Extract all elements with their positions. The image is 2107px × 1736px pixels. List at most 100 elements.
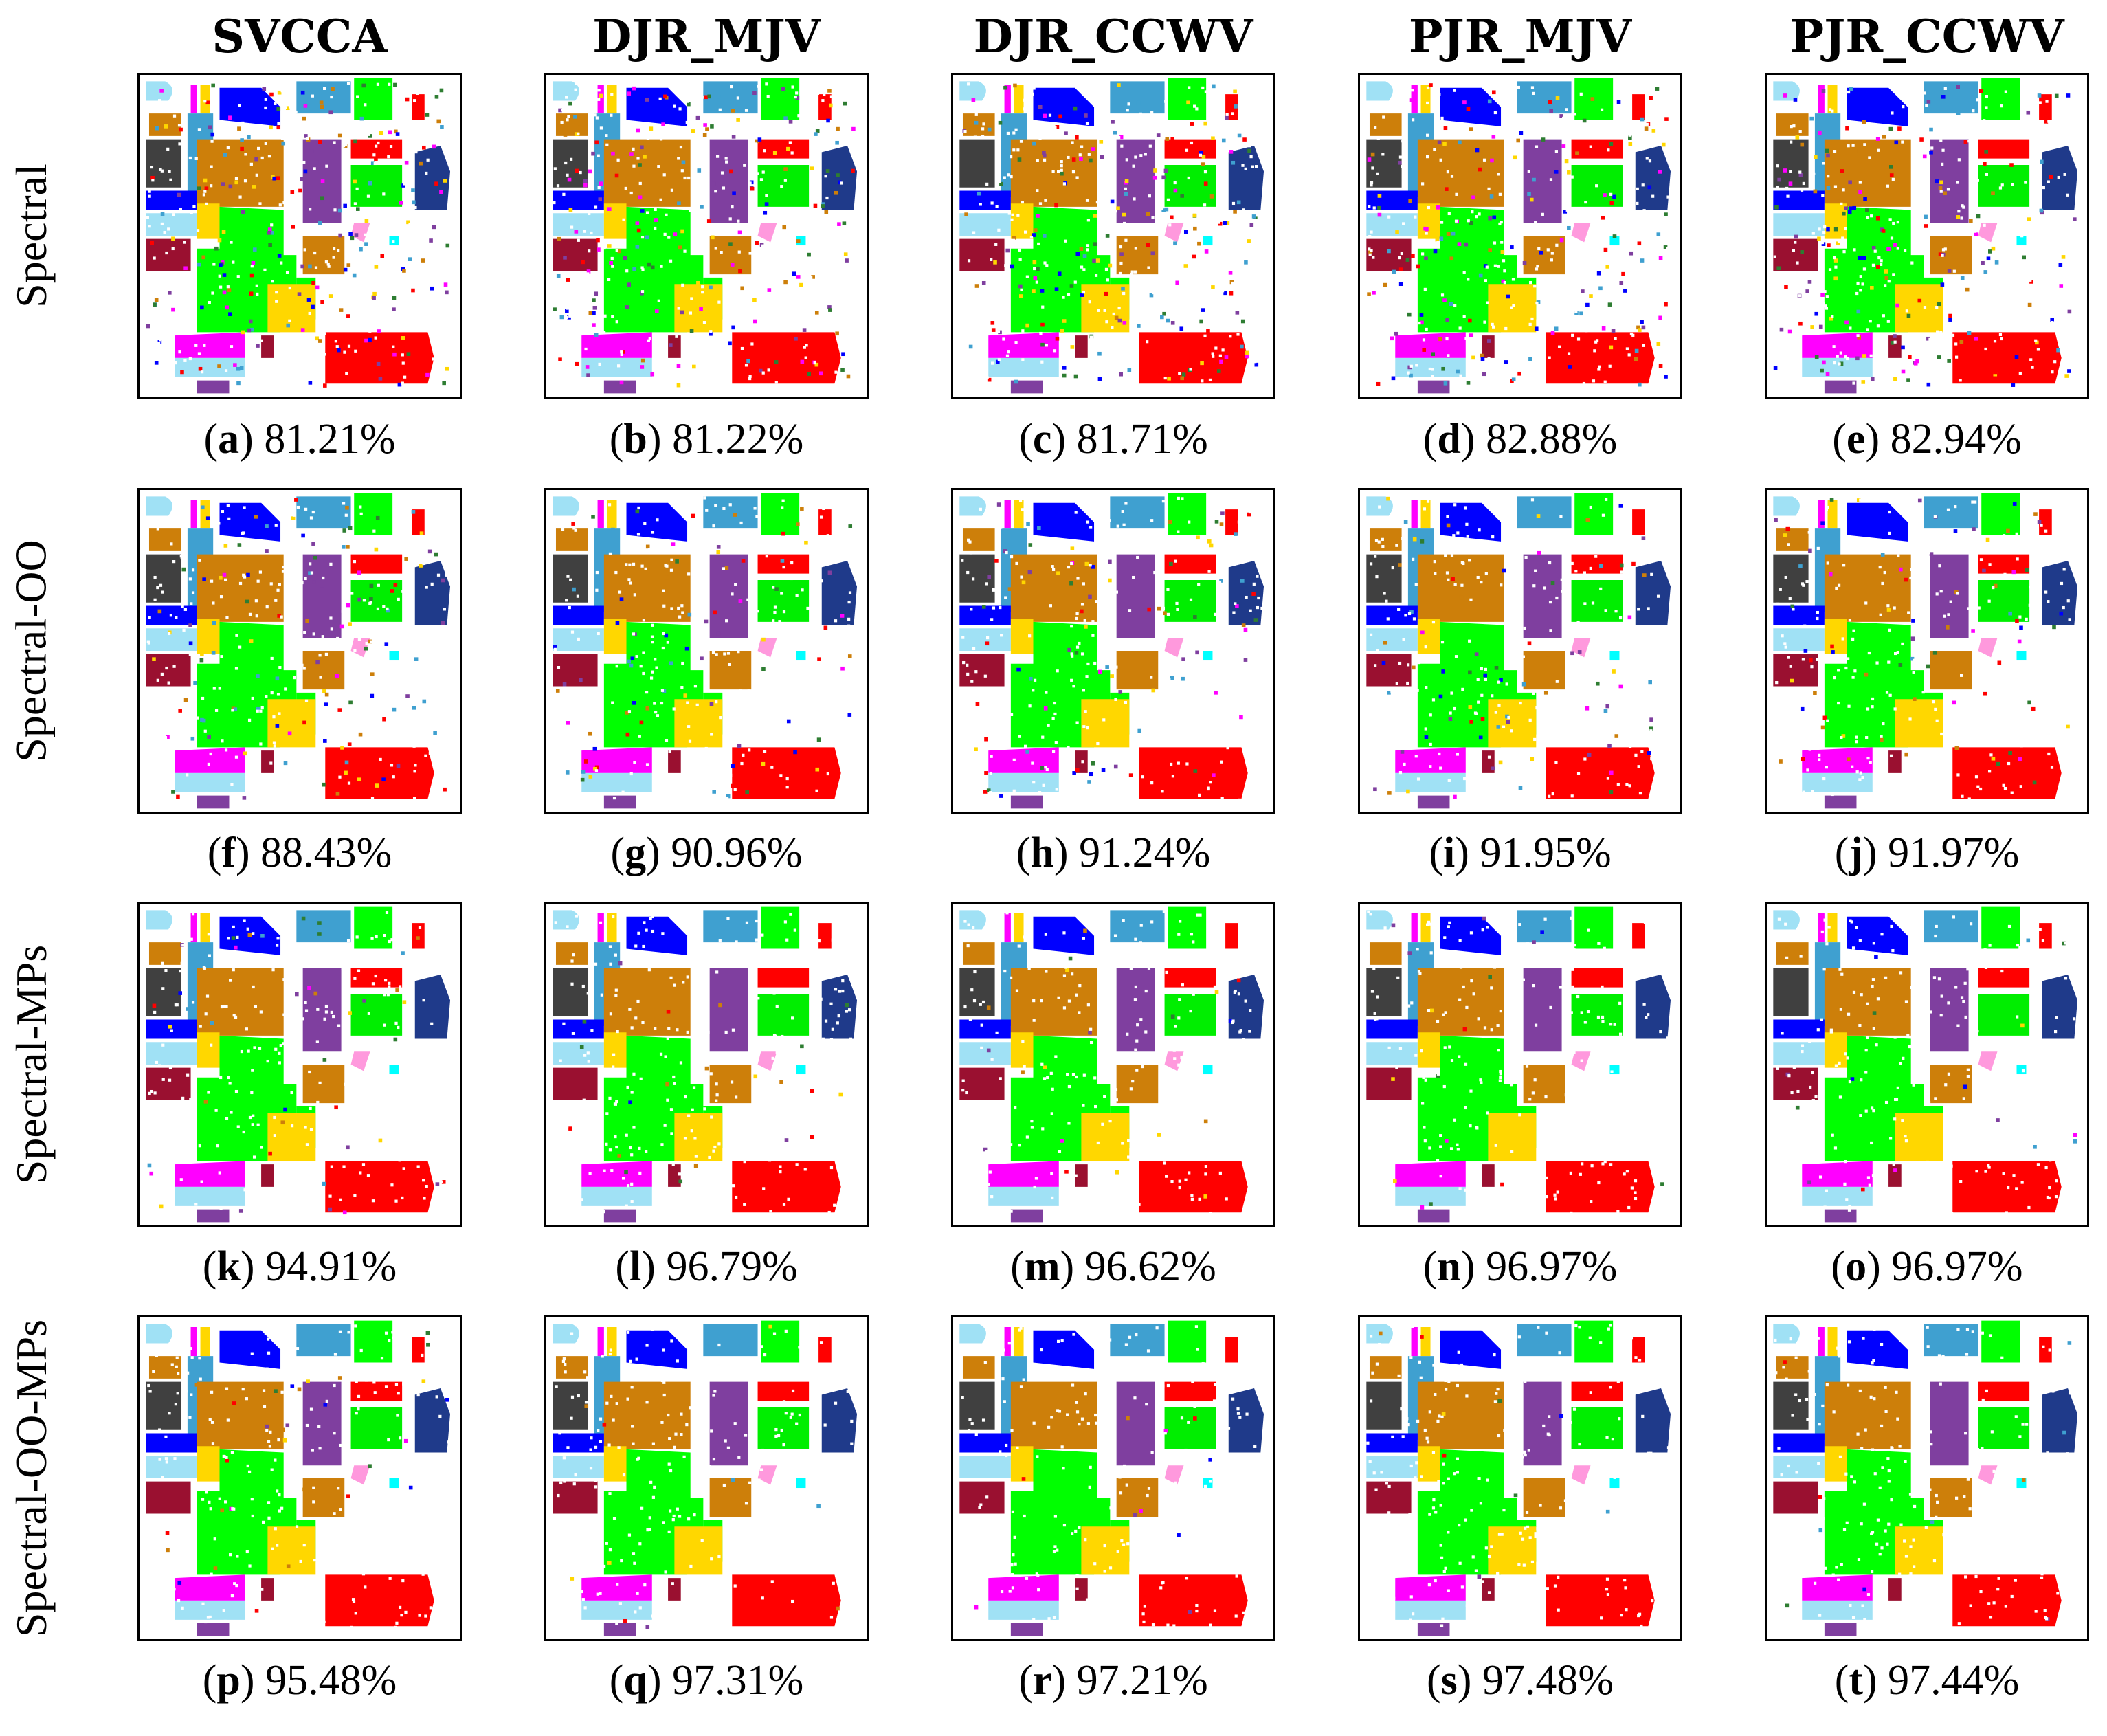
error-pixel (628, 1100, 632, 1105)
error-pixel (779, 1080, 783, 1084)
unlabeled-pixel (2025, 263, 2029, 266)
unlabeled-pixel (1548, 737, 1551, 742)
error-pixel (302, 116, 306, 121)
error-pixel (1166, 318, 1170, 323)
unlabeled-pixel (1444, 554, 1447, 557)
unlabeled-pixel (1536, 265, 1539, 268)
error-pixel (566, 721, 570, 725)
unlabeled-pixel (1563, 293, 1566, 296)
unlabeled-pixel (2029, 278, 2032, 282)
unlabeled-pixel (847, 600, 851, 604)
unlabeled-pixel (210, 140, 214, 143)
field-corn-notill (603, 139, 691, 207)
unlabeled-pixel (1370, 181, 1374, 185)
error-pixel (681, 160, 686, 165)
unlabeled-pixel (1810, 665, 1814, 669)
unlabeled-pixel (2011, 298, 2016, 302)
unlabeled-pixel (2049, 309, 2052, 312)
error-pixel (1917, 498, 1922, 503)
unlabeled-pixel (661, 646, 665, 650)
unlabeled-pixel (327, 546, 331, 549)
error-pixel (835, 331, 839, 336)
unlabeled-pixel (1394, 518, 1397, 521)
unlabeled-pixel (1190, 298, 1194, 302)
unlabeled-pixel (304, 340, 307, 344)
unlabeled-pixel (1063, 763, 1067, 766)
error-pixel (1100, 155, 1104, 159)
error-pixel (783, 167, 788, 171)
error-pixel (337, 208, 342, 213)
unlabeled-pixel (1397, 741, 1401, 744)
unlabeled-pixel (2073, 713, 2077, 717)
unlabeled-pixel (282, 504, 286, 508)
unlabeled-pixel (344, 1082, 347, 1086)
unlabeled-pixel (560, 354, 564, 357)
error-pixel (1813, 189, 1818, 194)
unlabeled-pixel (364, 233, 367, 236)
error-pixel (792, 271, 796, 276)
unlabeled-pixel (230, 345, 234, 348)
unlabeled-pixel (1190, 141, 1194, 145)
field-oats (1203, 1065, 1213, 1075)
unlabeled-pixel (1428, 367, 1431, 371)
error-pixel (223, 544, 228, 548)
unlabeled-pixel (588, 210, 592, 213)
unlabeled-pixel (1075, 616, 1078, 621)
error-pixel (204, 186, 209, 191)
unlabeled-pixel (385, 321, 389, 325)
unlabeled-pixel (688, 1172, 691, 1175)
unlabeled-pixel (1901, 140, 1904, 144)
unlabeled-pixel (1541, 722, 1544, 726)
unlabeled-pixel (1464, 337, 1468, 340)
error-pixel (1223, 221, 1227, 225)
unlabeled-pixel (553, 167, 557, 170)
unlabeled-pixel (630, 1182, 634, 1186)
error-pixel (1409, 98, 1414, 102)
unlabeled-pixel (851, 236, 854, 240)
unlabeled-pixel (1555, 243, 1559, 247)
error-pixel (1391, 376, 1396, 381)
error-pixel (815, 129, 820, 133)
error-pixel (733, 513, 737, 517)
unlabeled-pixel (1429, 765, 1432, 768)
error-pixel (300, 177, 304, 181)
unlabeled-pixel (836, 1021, 839, 1025)
error-pixel (1091, 761, 1095, 766)
unlabeled-pixel (966, 282, 969, 285)
unlabeled-pixel (1126, 109, 1129, 112)
unlabeled-pixel (814, 265, 817, 269)
error-pixel (197, 186, 201, 191)
error-pixel (280, 1120, 285, 1125)
unlabeled-pixel (748, 375, 752, 378)
unlabeled-pixel (1175, 601, 1179, 605)
error-pixel (1457, 242, 1462, 246)
unlabeled-pixel (1792, 608, 1795, 611)
unlabeled-pixel (350, 592, 354, 595)
unlabeled-pixel (1921, 691, 1925, 694)
unlabeled-pixel (1089, 526, 1093, 529)
unlabeled-pixel (406, 734, 410, 737)
error-pixel (335, 674, 339, 678)
unlabeled-pixel (1130, 311, 1134, 315)
error-pixel (1649, 717, 1653, 722)
unlabeled-pixel (720, 250, 723, 254)
error-pixel (176, 794, 180, 799)
unlabeled-pixel (1961, 794, 1964, 798)
unlabeled-pixel (158, 1064, 161, 1067)
map-panel-d (1358, 73, 1682, 399)
unlabeled-pixel (2053, 693, 2056, 697)
unlabeled-pixel (1134, 247, 1137, 250)
accuracy-value: 90.96% (671, 830, 803, 876)
error-pixel (1253, 618, 1258, 622)
unlabeled-pixel (399, 962, 403, 966)
error-pixel (1407, 365, 1412, 370)
unlabeled-pixel (180, 715, 183, 718)
unlabeled-pixel (1851, 676, 1855, 679)
field-oats (1203, 651, 1213, 661)
unlabeled-pixel (249, 774, 253, 777)
unlabeled-pixel (1941, 248, 1946, 252)
error-pixel (1822, 715, 1827, 720)
unlabeled-pixel (639, 1077, 643, 1080)
unlabeled-pixel (428, 751, 432, 755)
unlabeled-pixel (714, 247, 717, 250)
